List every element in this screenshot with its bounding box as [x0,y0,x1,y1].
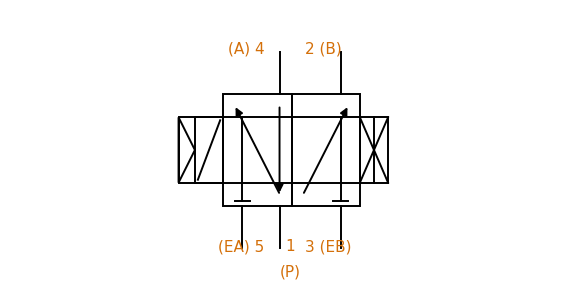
Bar [195,117,223,183]
Text: (EA) 5: (EA) 5 [218,239,264,254]
Bar [360,117,388,183]
Bar [223,94,292,206]
Bar [178,117,223,183]
Text: 2 (B): 2 (B) [305,41,342,56]
Text: (A) 4: (A) 4 [227,41,264,56]
Text: (P): (P) [280,264,301,279]
Bar [292,94,360,206]
Text: 1: 1 [286,239,296,254]
Text: 3 (EB): 3 (EB) [305,239,352,254]
Bar [223,117,360,183]
